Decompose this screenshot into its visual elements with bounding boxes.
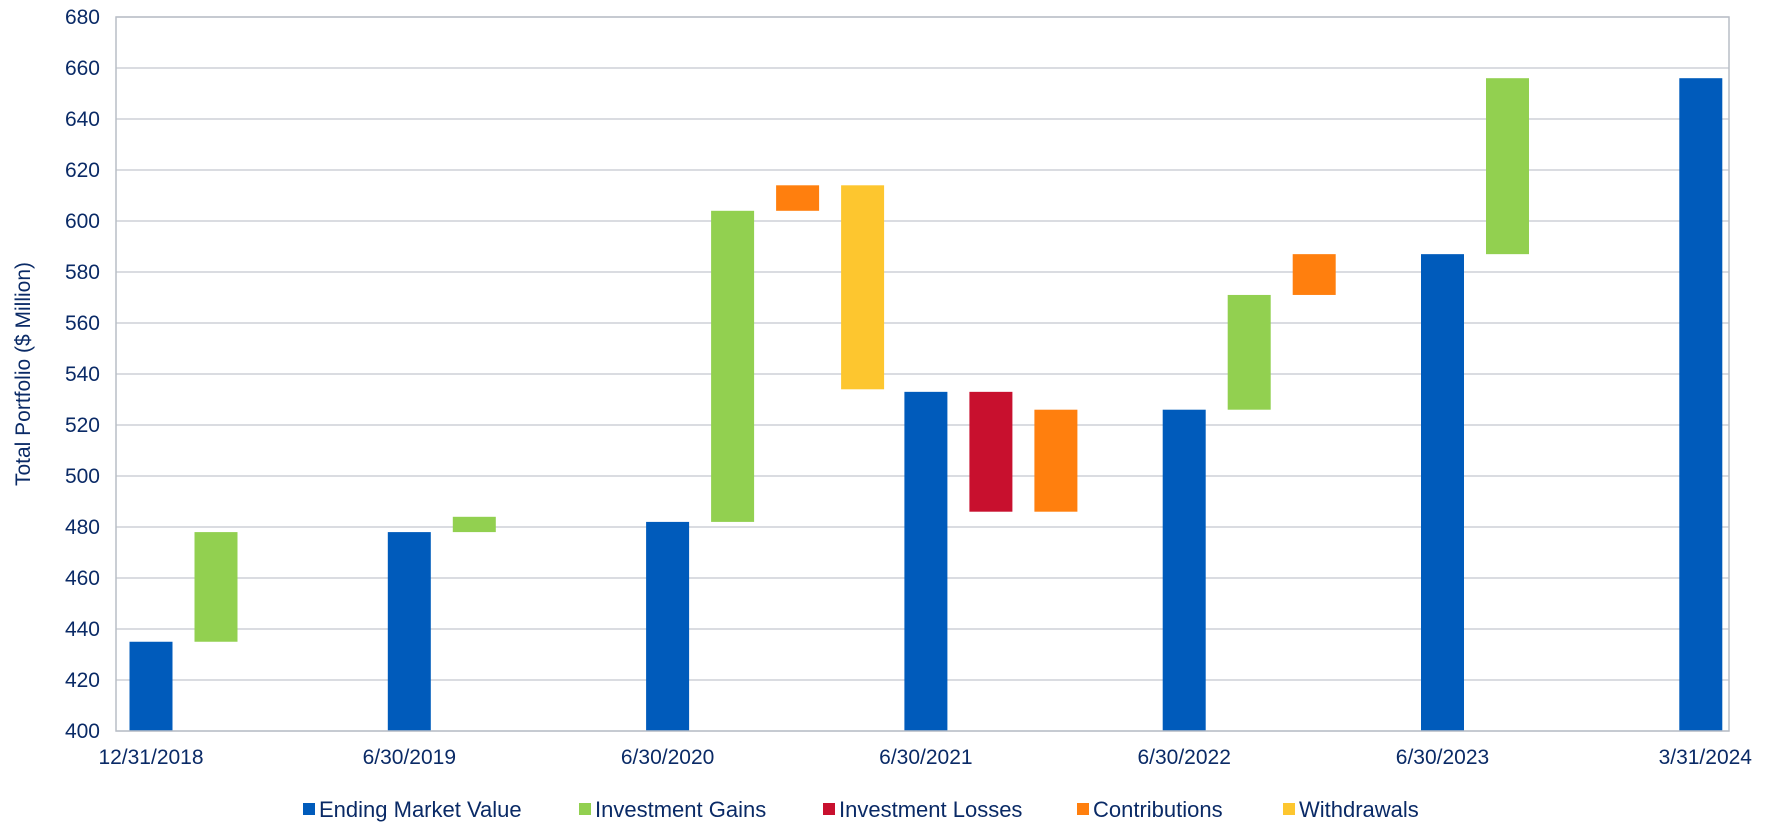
bar-ending-market-value [1421,254,1464,731]
x-tick-label: 6/30/2020 [621,746,714,769]
legend-swatch-contributions [1077,803,1089,815]
y-tick-label: 500 [65,465,100,488]
y-tick-label: 440 [65,618,100,641]
bar-ending-market-value [387,532,431,731]
y-tick-label: 620 [65,159,100,182]
legend-label-contributions: Contributions [1093,797,1223,822]
bar-ending-market-value [1679,78,1723,731]
y-tick-label: 400 [65,720,100,743]
bar-ending-market-value [129,641,173,731]
x-tick-label: 6/30/2021 [879,746,972,769]
legend-label-investment-losses: Investment Losses [839,797,1022,822]
x-tick-label: 3/31/2024 [1659,746,1753,769]
y-tick-label: 460 [65,567,100,590]
y-tick-label: 480 [65,516,100,539]
y-tick-label: 420 [65,669,100,692]
bar-contributions [776,185,820,211]
bar-ending-market-value [904,391,948,731]
legend-swatch-investment-losses [823,803,835,815]
legend: Ending Market Value Investment Gains Inves… [303,797,1419,822]
y-axis-title: Total Portfolio ($ Million) [12,262,35,486]
y-tick-label: 660 [65,57,100,80]
bar-investment-gains [452,516,496,533]
y-tick-label: 540 [65,363,100,386]
x-tick-label: 6/30/2022 [1137,746,1230,769]
bar-investment-gains [711,210,755,522]
y-tick-label: 600 [65,210,100,233]
bar-investment-losses [969,391,1013,512]
x-tick-label: 12/31/2018 [98,746,203,769]
x-axis-ticks: 12/31/2018 6/30/2019 6/30/2020 6/30/2021 6/3… [98,746,1752,769]
plot-frame [115,16,1730,732]
bar-investment-gains [1486,78,1529,255]
x-tick-label: 6/30/2023 [1396,746,1489,769]
y-tick-label: 580 [65,261,100,284]
legend-label-withdrawals: Withdrawals [1299,797,1419,822]
y-tick-label: 520 [65,414,100,437]
legend-label-investment-gains: Investment Gains [595,797,766,822]
bar-withdrawals [841,185,885,390]
legend-swatch-ending-market-value [303,803,315,815]
y-tick-label: 640 [65,108,100,131]
legend-label-ending-market-value: Ending Market Value [319,797,522,822]
y-tick-label: 560 [65,312,100,335]
bar-contributions [1034,409,1078,512]
bars [129,78,1723,731]
legend-swatch-withdrawals [1283,803,1295,815]
x-tick-label: 6/30/2019 [363,746,456,769]
bar-contributions [1292,254,1336,295]
bar-investment-gains [194,532,238,642]
legend-swatch-investment-gains [579,803,591,815]
bar-investment-gains [1227,294,1271,410]
bar-ending-market-value [1162,409,1206,731]
y-tick-label: 680 [65,6,100,29]
bar-ending-market-value [646,521,690,731]
y-axis-ticks: 400 420 440 460 480 500 520 540 560 580 600 620 640 6… [65,6,100,743]
